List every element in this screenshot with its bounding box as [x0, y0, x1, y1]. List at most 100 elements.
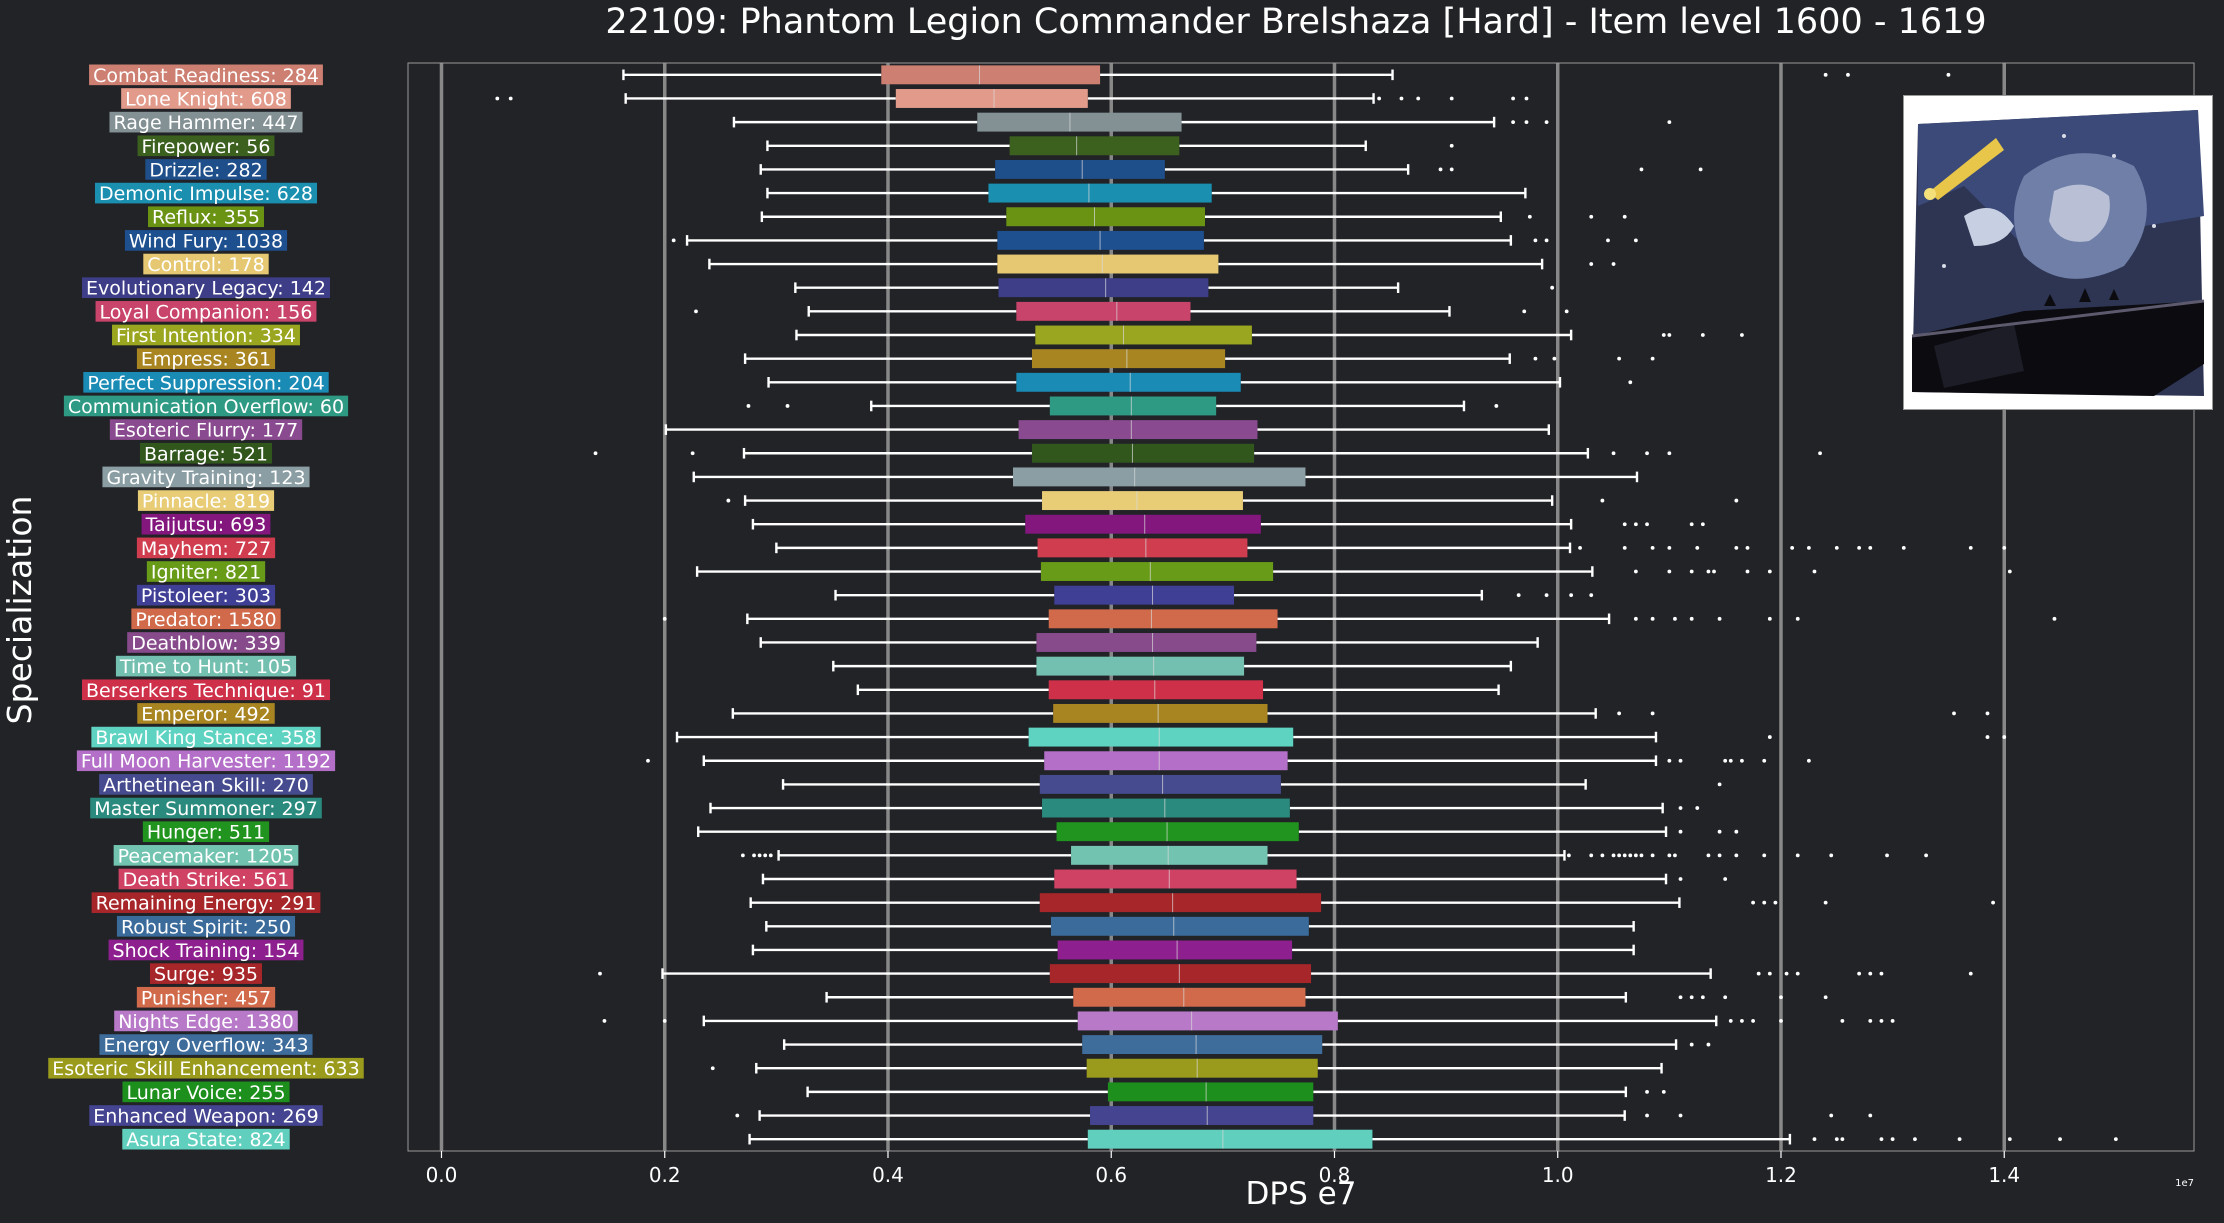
outlier-point	[726, 498, 731, 503]
specialization-label-text: Master Summoner: 297	[94, 798, 318, 820]
outlier-point	[646, 758, 650, 763]
outlier-point	[1673, 853, 1677, 858]
specialization-label-background	[89, 1105, 323, 1126]
outlier-point	[1611, 451, 1616, 456]
iqr-box	[1050, 916, 1309, 936]
specialization-label: Loyal Companion: 156	[95, 301, 317, 323]
outlier-point	[598, 971, 602, 976]
specialization-label-background	[112, 324, 300, 346]
outlier-point	[1600, 853, 1605, 858]
outlier-point	[1762, 758, 1767, 763]
iqr-box	[1082, 1035, 1323, 1055]
specialization-label: Evolutionary Legacy: 142	[82, 277, 330, 300]
box-row	[671, 230, 1638, 250]
iqr-box	[1039, 774, 1281, 794]
specialization-label-background	[124, 230, 288, 251]
specialization-label: Empress: 361	[136, 348, 276, 371]
box-row	[749, 893, 1995, 913]
outlier-point	[1673, 616, 1677, 621]
specialization-label: Energy Overflow: 343	[99, 1034, 313, 1057]
specialization-label: Esoteric Skill Enhancement: 633	[48, 1057, 364, 1080]
specialization-label-text: Combat Readiness: 284	[93, 65, 319, 87]
outlier-point	[495, 96, 500, 101]
specialization-label-text: Peacemaker: 1205	[118, 845, 295, 867]
outlier-point	[1589, 262, 1594, 266]
outlier-point	[1524, 120, 1529, 125]
outlier-point	[1868, 1019, 1873, 1023]
iqr-box	[1039, 893, 1322, 913]
specialization-label-text: Esoteric Flurry: 177	[114, 420, 298, 442]
specialization-label: Punisher: 457	[136, 986, 276, 1009]
outlier-point	[1628, 380, 1633, 385]
specialization-label-text: Predator: 1580	[135, 609, 276, 631]
outlier-point	[1544, 120, 1549, 125]
specialization-label-text: Esoteric Skill Enhancement: 633	[52, 1058, 360, 1080]
outlier-point	[1667, 758, 1672, 763]
outlier-point	[1689, 616, 1694, 621]
outlier-point	[1924, 853, 1928, 858]
outlier-point	[1952, 711, 1956, 716]
specialization-label: Reflux: 355	[148, 206, 264, 229]
outlier-point	[1823, 72, 1828, 77]
outlier-point	[1879, 1137, 1884, 1142]
outlier-point	[1991, 900, 1995, 905]
outlier-point	[1667, 451, 1672, 456]
specialization-label: Asura State: 824	[122, 1128, 290, 1151]
iqr-box	[1056, 822, 1299, 842]
outlier-point	[1650, 853, 1655, 858]
outlier-point	[1734, 853, 1739, 858]
specialization-label-text: Remaining Energy: 291	[96, 893, 317, 915]
outlier-point	[1678, 877, 1683, 881]
outlier-point	[1622, 545, 1627, 550]
outlier-point	[1617, 853, 1622, 858]
specialization-label: Master Summoner: 297	[90, 797, 322, 820]
outlier-point	[1700, 522, 1705, 527]
outlier-point	[1399, 96, 1404, 101]
specialization-label: Peacemaker: 1205	[113, 845, 299, 867]
outlier-point	[1767, 735, 1772, 739]
outlier-point	[2007, 1137, 2012, 1142]
specialization-label-background	[139, 442, 273, 464]
box-row	[767, 372, 1633, 392]
outlier-point	[593, 451, 598, 456]
box-row	[495, 89, 1529, 108]
iqr-box	[1049, 964, 1312, 984]
specialization-label-background	[109, 111, 303, 133]
outlier-point	[1762, 900, 1767, 905]
outlier-point	[694, 309, 698, 314]
specialization-label-background	[136, 584, 276, 606]
specialization-label-text: Brawl King Stance: 358	[95, 727, 316, 749]
outlier-point	[1449, 167, 1454, 172]
outlier-point	[1678, 1113, 1683, 1118]
iqr-box	[1016, 372, 1241, 392]
iqr-box	[1087, 1129, 1373, 1149]
outlier-point	[1511, 120, 1515, 125]
outlier-point	[671, 238, 676, 243]
iqr-box	[1086, 1058, 1318, 1078]
box-row	[806, 1082, 1666, 1102]
specialization-label-text: Rage Hammer: 447	[113, 112, 298, 134]
box-row	[832, 656, 1513, 676]
outlier-point	[1639, 167, 1644, 172]
specialization-label-text: Shock Training: 154	[113, 940, 300, 962]
outlier-point	[1564, 309, 1569, 314]
outlier-point	[1544, 593, 1549, 598]
outlier-point	[2002, 735, 2007, 739]
outlier-point	[1449, 96, 1454, 101]
outlier-point	[1667, 545, 1672, 550]
specialization-label-background	[109, 419, 303, 440]
specialization-label: Wind Fury: 1038	[124, 230, 288, 252]
specialization-label-text: Surge: 935	[154, 964, 258, 986]
outlier-point	[1985, 735, 1990, 739]
iqr-box	[895, 89, 1088, 108]
outlier-point	[1767, 971, 1772, 976]
outlier-point	[1522, 309, 1527, 314]
iqr-box	[997, 230, 1204, 250]
outlier-point	[1689, 522, 1694, 527]
outlier-point	[1533, 238, 1538, 243]
outlier-point	[1818, 451, 1822, 456]
specialization-label: Shock Training: 154	[108, 939, 304, 962]
specialization-label: Remaining Energy: 291	[91, 892, 321, 915]
specialization-label-background	[108, 939, 304, 961]
outlier-point	[735, 1113, 740, 1118]
